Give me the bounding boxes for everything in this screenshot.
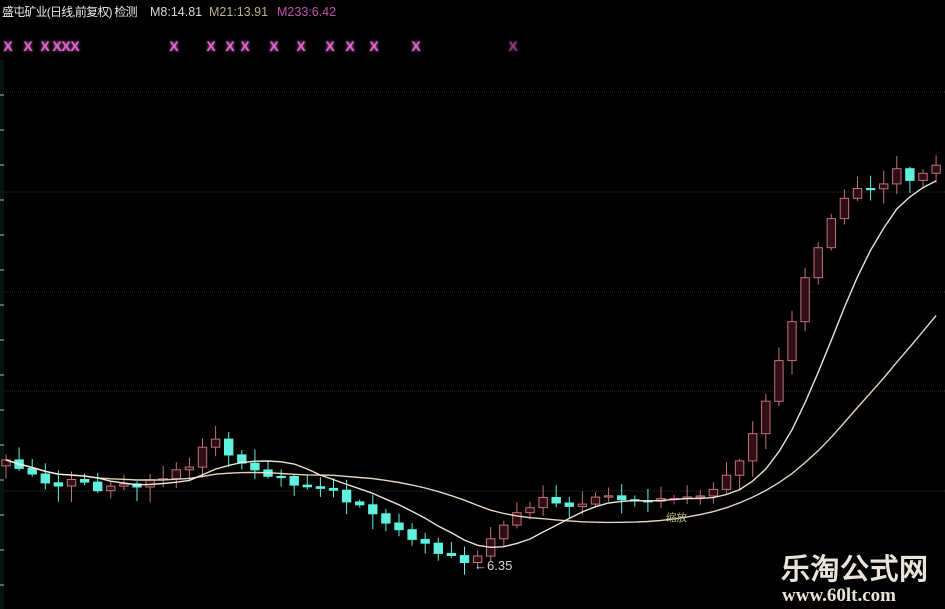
svg-text:X: X <box>23 38 33 54</box>
svg-text:X: X <box>269 38 279 54</box>
svg-text:M8:14.81: M8:14.81 <box>150 5 202 19</box>
svg-text:M233:6.42: M233:6.42 <box>277 5 336 19</box>
svg-text:X: X <box>411 38 421 54</box>
svg-text:X: X <box>70 38 80 54</box>
svg-text:X: X <box>345 38 355 54</box>
svg-text:X: X <box>40 38 50 54</box>
svg-text:M21:13.91: M21:13.91 <box>209 5 268 19</box>
svg-text:X: X <box>296 38 306 54</box>
svg-text:www.60lt.com: www.60lt.com <box>782 585 896 606</box>
svg-text:←6.35: ←6.35 <box>474 558 512 573</box>
svg-text:X: X <box>240 38 250 54</box>
svg-text:乐淘公式网: 乐淘公式网 <box>781 553 929 586</box>
svg-text:X: X <box>325 38 335 54</box>
svg-text:X: X <box>206 38 216 54</box>
svg-text:X: X <box>169 38 179 54</box>
svg-text:X: X <box>3 38 13 54</box>
svg-text:X: X <box>508 38 518 54</box>
svg-text:X: X <box>225 38 235 54</box>
svg-text:盛屯矿业(日线,前复权) 检测: 盛屯矿业(日线,前复权) 检测 <box>2 4 137 19</box>
svg-text:X: X <box>369 38 379 54</box>
svg-text:缩放: 缩放 <box>666 511 687 524</box>
